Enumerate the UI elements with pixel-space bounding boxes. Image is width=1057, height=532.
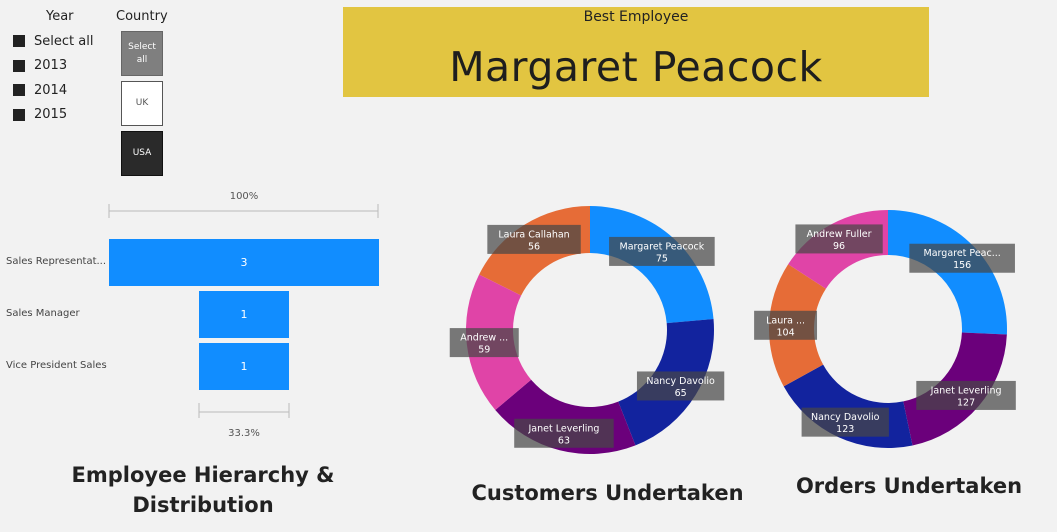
year-slicer: Select all 2013 2014 2015 (13, 29, 93, 127)
label-box (801, 407, 889, 437)
funnel-bottom-bracket (198, 403, 290, 418)
country-slicer-title: Country (116, 9, 168, 24)
label-box (636, 371, 725, 401)
label-name: Nancy Davolio (646, 376, 715, 387)
year-option-select-all[interactable]: Select all (13, 29, 93, 54)
funnel-bar-value: 1 (240, 360, 248, 373)
checkbox[interactable] (13, 59, 25, 72)
funnel-bar-value: 3 (240, 256, 248, 269)
label-box (754, 310, 818, 340)
label-name: Nancy Davolio (811, 412, 880, 423)
funnel-top-bracket (108, 204, 379, 218)
funnel-bar[interactable]: 3 (109, 239, 379, 286)
country-tile-uk[interactable]: UK (121, 81, 163, 126)
checkbox[interactable] (13, 84, 25, 97)
donut-data-label: Laura ...104 (754, 310, 818, 340)
donut-data-label: Andrew ...59 (449, 328, 519, 358)
funnel-title: Employee Hierarchy & Distribution (62, 460, 344, 520)
funnel-bar[interactable]: 1 (199, 343, 289, 390)
checkbox[interactable] (13, 35, 25, 48)
label-value: 75 (656, 253, 668, 264)
funnel-category-label: Vice President Sales (6, 359, 107, 371)
label-box (609, 236, 715, 266)
label-name: Laura Callahan (498, 229, 569, 240)
year-option-label: 2013 (34, 58, 68, 74)
card-value: Margaret Peacock (449, 43, 823, 91)
year-slicer-title: Year (46, 9, 74, 24)
label-box (909, 243, 1015, 273)
label-value: 104 (776, 327, 794, 338)
label-value: 65 (675, 388, 687, 399)
year-option-label: 2015 (34, 107, 68, 123)
label-value: 127 (957, 397, 975, 408)
funnel-category-label: Sales Manager (6, 307, 80, 319)
year-option-label: 2014 (34, 82, 68, 98)
tile-label: Select (128, 41, 156, 52)
funnel-bottom-percent: 33.3% (228, 428, 260, 439)
country-tile-usa[interactable]: USA (121, 131, 163, 176)
label-name: Janet Leverling (528, 423, 600, 434)
label-name: Andrew Fuller (807, 229, 872, 240)
label-name: Janet Leverling (930, 385, 1002, 396)
checkbox[interactable] (13, 108, 25, 121)
label-value: 96 (833, 241, 845, 252)
funnel-title-line2: Distribution (132, 493, 274, 517)
funnel-title-line1: Employee Hierarchy & (71, 463, 335, 487)
customers-title: Customers Undertaken (471, 481, 744, 505)
best-employee-card: Best Employee Margaret Peacock (343, 7, 929, 97)
year-option-2014[interactable]: 2014 (13, 78, 93, 103)
label-value: 156 (953, 260, 971, 271)
card-label: Best Employee (583, 9, 689, 25)
label-value: 123 (836, 424, 854, 435)
funnel-top-percent: 100% (229, 191, 259, 202)
year-option-2013[interactable]: 2013 (13, 54, 93, 79)
label-box (795, 224, 883, 254)
country-tile-select-all[interactable]: Select all (121, 31, 163, 76)
label-box (514, 418, 614, 448)
funnel-category-label: Sales Representat... (6, 255, 107, 267)
label-box (449, 328, 519, 358)
tile-label: UK (135, 98, 149, 108)
year-option-label: Select all (34, 33, 94, 49)
label-name: Margaret Peac... (924, 248, 1001, 259)
label-value: 56 (528, 241, 540, 252)
orders-title: Orders Undertaken (795, 474, 1023, 498)
label-name: Margaret Peacock (620, 241, 705, 252)
donut-data-label: Margaret Peac...156 (909, 243, 1015, 273)
label-value: 59 (478, 345, 490, 356)
year-option-2015[interactable]: 2015 (13, 103, 93, 128)
label-box (916, 380, 1016, 410)
label-name: Andrew ... (460, 333, 508, 344)
tile-label: all (136, 54, 148, 65)
label-value: 63 (558, 435, 570, 446)
label-name: Laura ... (766, 315, 805, 326)
funnel-bar[interactable]: 1 (199, 291, 289, 338)
label-box (487, 224, 581, 254)
funnel-bar-value: 1 (240, 308, 248, 321)
tile-label: USA (132, 148, 152, 158)
